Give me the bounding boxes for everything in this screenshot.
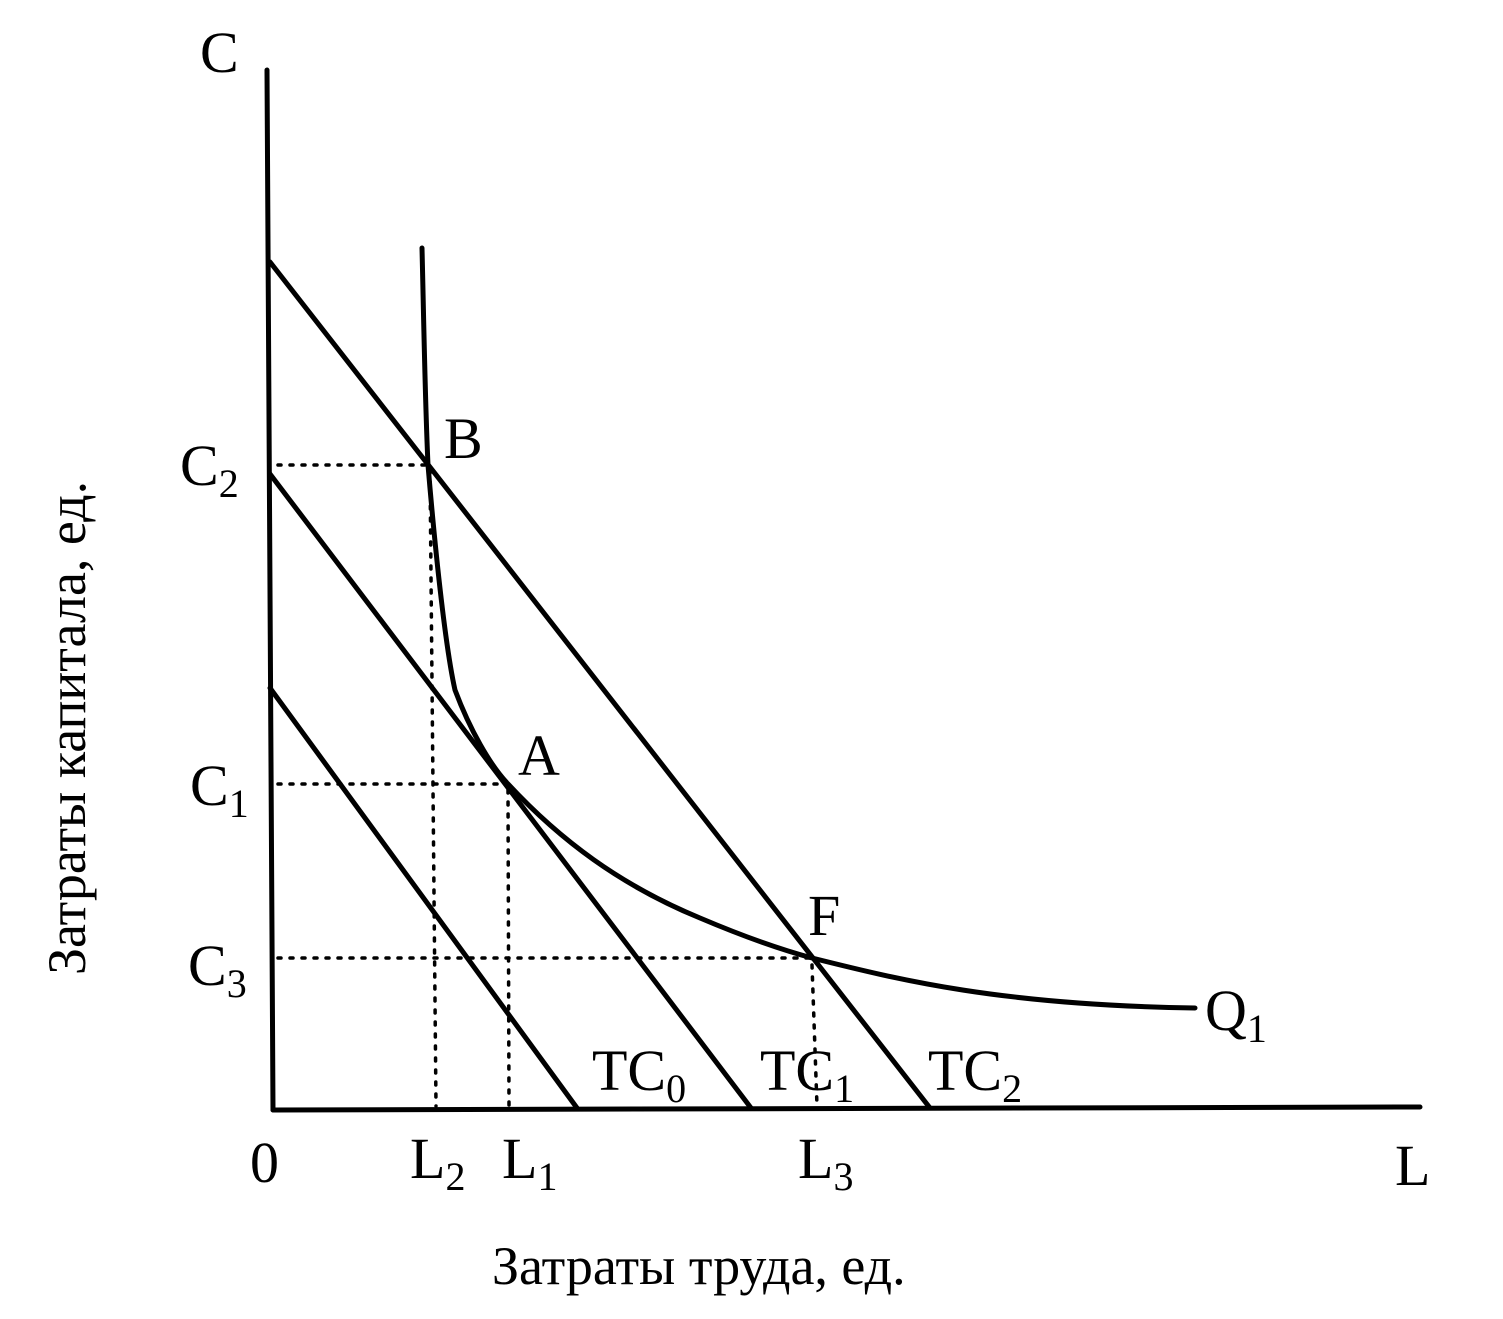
isocost-tc2 bbox=[267, 259, 933, 1111]
isoquant-label: Q1 bbox=[1205, 978, 1267, 1051]
x-axis-title: Затраты труда, ед. bbox=[492, 1236, 906, 1296]
point-label-f: F bbox=[808, 883, 840, 948]
y-axis-symbol: C bbox=[200, 20, 239, 85]
y-tick-c2: C2 bbox=[180, 433, 239, 506]
guide-l2-b bbox=[428, 468, 438, 1108]
x-tick-l2: L2 bbox=[410, 1126, 465, 1199]
x-tick-l3: L3 bbox=[798, 1126, 853, 1199]
isocost-label-tc2: TC2 bbox=[928, 1038, 1022, 1111]
y-tick-c1: C1 bbox=[190, 753, 249, 826]
guide-l1-a bbox=[506, 788, 511, 1108]
isocost-label-tc1: TC1 bbox=[760, 1038, 854, 1111]
y-tick-c3: C3 bbox=[188, 933, 247, 1006]
isocost-label-tc0: TC0 bbox=[592, 1038, 686, 1111]
y-axis-title: Затраты капитала, ед. bbox=[37, 481, 97, 975]
x-axis-symbol: L bbox=[1395, 1133, 1430, 1198]
isocost-tc1 bbox=[267, 471, 754, 1111]
point-label-b: B bbox=[444, 406, 483, 471]
origin-label: 0 bbox=[250, 1130, 279, 1195]
x-tick-l1: L1 bbox=[502, 1126, 557, 1199]
x-axis bbox=[270, 1104, 1423, 1113]
point-label-a: A bbox=[518, 723, 560, 788]
guide-l3-f bbox=[810, 963, 819, 1108]
isoquant-q1 bbox=[419, 245, 1198, 1011]
y-axis bbox=[264, 67, 276, 1113]
isocost-tc0 bbox=[267, 685, 580, 1111]
